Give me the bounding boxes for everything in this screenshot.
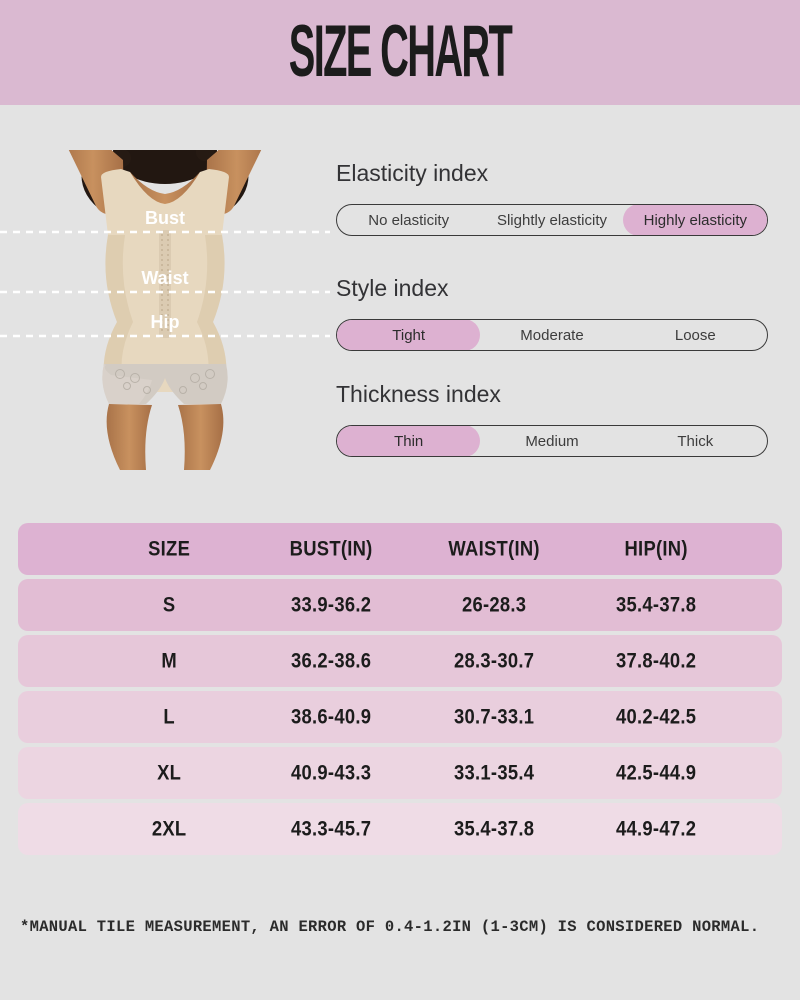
svg-text:Bust: Bust xyxy=(145,208,185,228)
svg-text:Waist: Waist xyxy=(141,268,188,288)
svg-text:Hip: Hip xyxy=(151,312,180,332)
